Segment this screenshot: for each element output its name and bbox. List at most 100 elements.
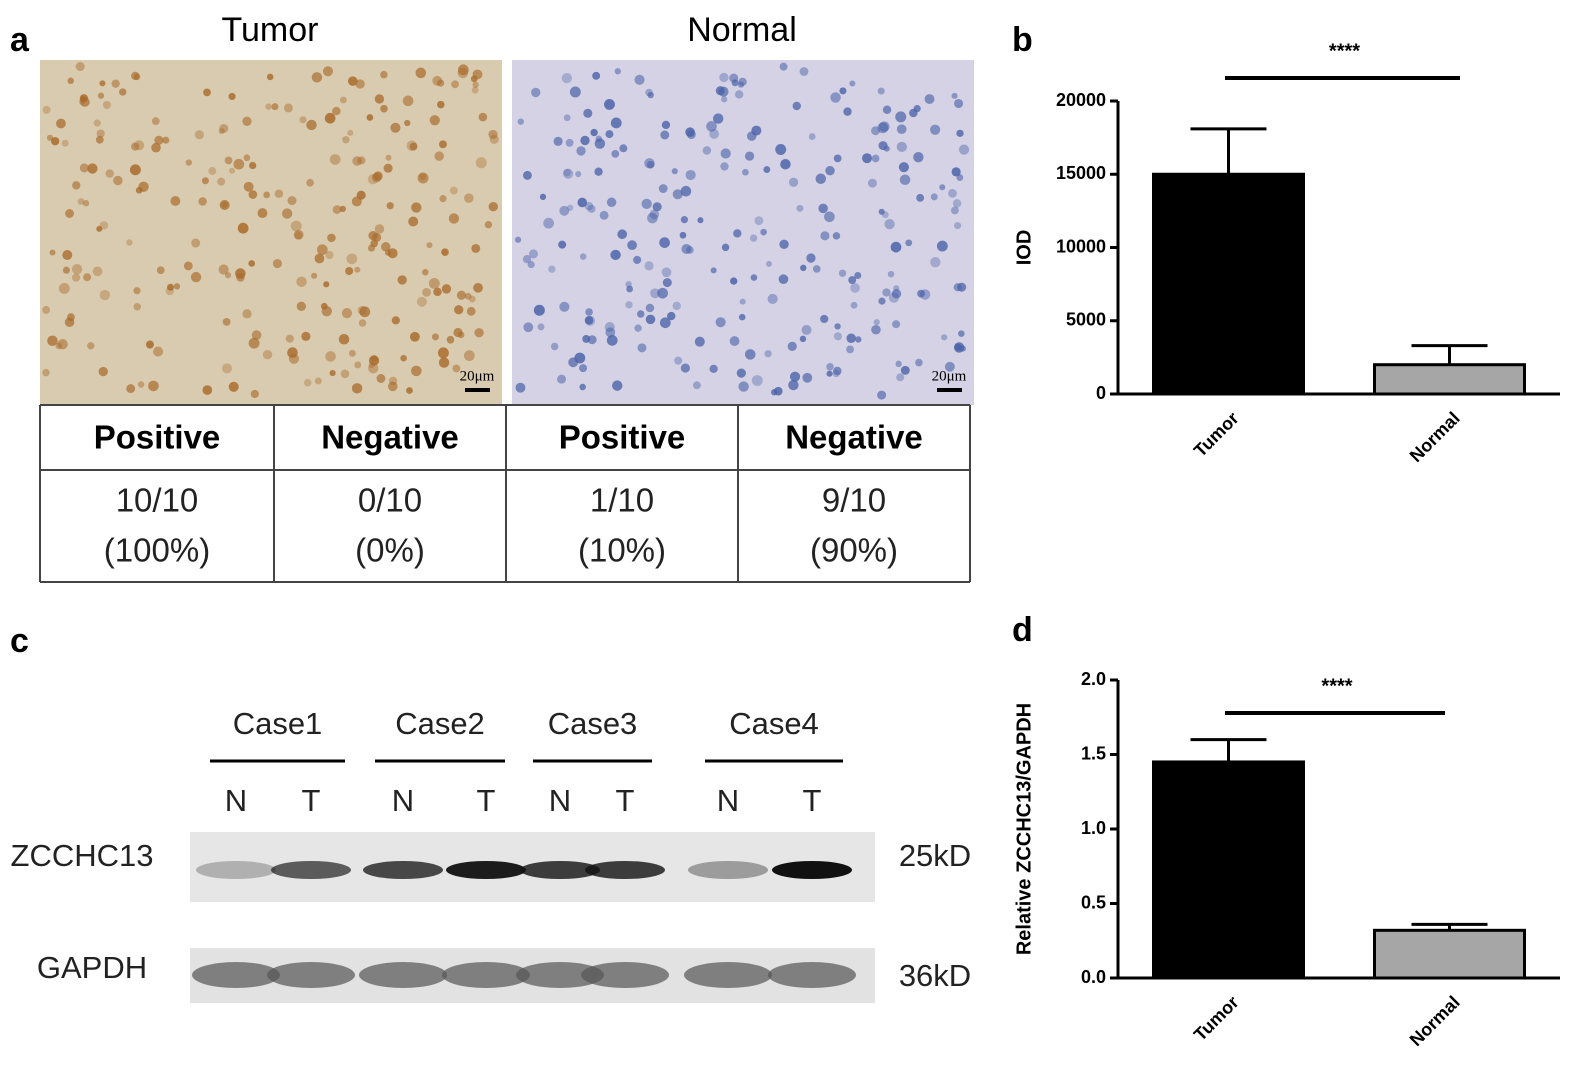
lane-label: N <box>392 783 414 818</box>
cell <box>421 268 429 276</box>
cell <box>380 70 388 79</box>
cell <box>374 224 385 234</box>
cell <box>126 239 133 246</box>
cell <box>415 67 427 79</box>
cell <box>426 242 433 249</box>
cell <box>217 177 226 186</box>
band <box>271 861 351 879</box>
cell <box>887 270 895 278</box>
cell <box>660 130 670 140</box>
cell <box>96 129 105 138</box>
lane-label: T <box>616 783 635 818</box>
cell <box>243 154 251 162</box>
cell <box>332 205 342 214</box>
band <box>684 962 772 988</box>
cell <box>457 64 469 76</box>
cell <box>873 319 880 326</box>
y-tick-label: 5000 <box>1066 310 1106 330</box>
cell <box>98 366 108 377</box>
cell <box>954 98 964 109</box>
cell <box>693 381 701 390</box>
cell <box>138 181 149 192</box>
cell <box>95 135 104 144</box>
cell <box>457 67 469 79</box>
cell <box>79 163 89 173</box>
cell <box>283 103 293 113</box>
bar <box>1152 172 1305 396</box>
cell <box>417 172 429 184</box>
cell <box>437 100 445 109</box>
cell <box>674 356 683 365</box>
cell <box>543 217 555 229</box>
cell <box>320 302 328 310</box>
cell <box>293 229 304 240</box>
cell <box>151 142 161 153</box>
cell <box>800 264 807 272</box>
cell <box>388 381 398 392</box>
cell <box>126 384 136 394</box>
lane-label: N <box>549 783 571 818</box>
band <box>446 861 526 879</box>
cell <box>170 196 181 206</box>
cell <box>133 73 141 81</box>
cell <box>281 208 293 219</box>
cell <box>355 79 365 89</box>
cell <box>113 175 123 186</box>
cell <box>830 92 841 103</box>
cell <box>751 375 763 386</box>
cell <box>368 230 378 241</box>
cell <box>916 193 925 202</box>
cell <box>951 92 958 99</box>
cell <box>290 220 302 232</box>
cell <box>826 363 834 371</box>
cell <box>314 377 322 385</box>
cell <box>924 94 935 104</box>
cell <box>877 122 889 134</box>
cell <box>390 122 401 133</box>
cell <box>846 333 856 344</box>
cell <box>287 347 298 358</box>
cell <box>672 301 681 311</box>
cell <box>877 390 887 400</box>
cell <box>306 178 314 187</box>
cell <box>680 363 690 373</box>
cell <box>306 119 317 131</box>
case-label: Case3 <box>548 706 638 741</box>
y-tick-label: 20000 <box>1056 90 1106 110</box>
cell <box>619 144 628 153</box>
cell <box>325 250 334 260</box>
cell <box>51 137 60 146</box>
cell <box>617 229 628 240</box>
cell <box>339 96 347 104</box>
cell <box>563 114 571 122</box>
table-cell: 9/10 <box>822 482 886 519</box>
band <box>772 861 852 879</box>
cell <box>466 306 476 316</box>
cell <box>952 199 962 208</box>
cell <box>611 149 620 158</box>
y-axis-label: IOD <box>1013 230 1035 266</box>
cell <box>585 315 596 326</box>
panel-label: c <box>10 622 29 660</box>
cell <box>662 278 672 288</box>
cell <box>75 61 85 72</box>
cell <box>579 383 586 391</box>
cell <box>760 228 767 236</box>
bar <box>1152 760 1305 980</box>
cell <box>478 112 488 122</box>
cell <box>568 357 579 368</box>
cell <box>368 355 380 366</box>
y-tick-label: 15000 <box>1056 163 1106 183</box>
cell <box>627 240 637 251</box>
cell <box>799 335 807 343</box>
cell <box>583 108 593 118</box>
cell <box>357 156 366 165</box>
cell <box>347 129 354 136</box>
cell <box>87 342 95 350</box>
cell <box>366 114 374 121</box>
cell <box>605 327 616 338</box>
cell <box>694 336 705 347</box>
cell <box>368 363 379 374</box>
significance-label: **** <box>1321 675 1352 697</box>
case-label: Case2 <box>395 706 485 741</box>
